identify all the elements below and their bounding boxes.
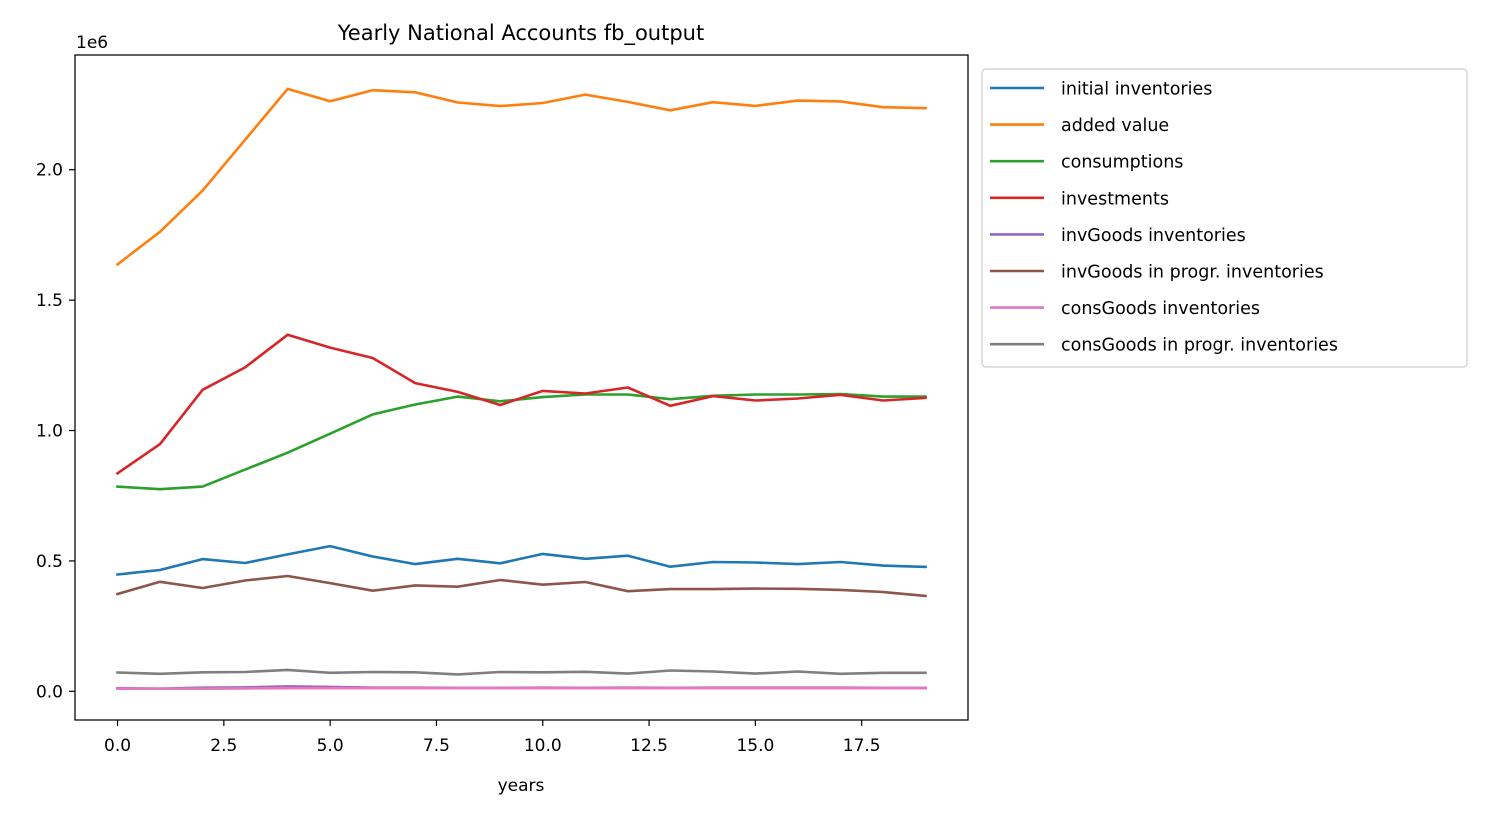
- series-line-invgoods-in-progr-inventories: [115, 574, 927, 598]
- series-layer: [115, 87, 927, 691]
- x-axis-label: years: [498, 776, 545, 796]
- y-tick-label: 1.0: [36, 422, 63, 442]
- legend-label-added-value: added value: [1061, 116, 1169, 136]
- y-tick-label: 0.0: [36, 682, 63, 702]
- x-tick-label: 2.5: [210, 736, 237, 756]
- y-tick-label: 2.0: [36, 161, 63, 181]
- legend-label-investments: investments: [1061, 189, 1169, 209]
- legend-label-invgoods-inventories: invGoods inventories: [1061, 226, 1246, 246]
- series-line-investments: [115, 333, 927, 476]
- y-tick-label: 0.5: [36, 552, 63, 572]
- legend-label-consumptions: consumptions: [1061, 153, 1183, 173]
- x-tick-label: 17.5: [843, 736, 881, 756]
- x-tick-label: 7.5: [423, 736, 450, 756]
- legend-label-invgoods-in-progr-inventories: invGoods in progr. inventories: [1061, 263, 1324, 283]
- y-scale-label: 1e6: [76, 33, 108, 53]
- series-line-added-value: [115, 87, 927, 267]
- x-axis-ticks: 0.0 2.5 5.0 7.5 10.0 12.5 15.0 17.5: [104, 720, 881, 756]
- legend-label-consgoods-inventories: consGoods inventories: [1061, 299, 1260, 319]
- series-line-initial-inventories: [116, 544, 927, 576]
- x-tick-label: 12.5: [630, 736, 668, 756]
- series-line-consgoods-in-progr-inventories: [116, 668, 927, 676]
- legend-items: initial inventories added value consumptio…: [990, 80, 1338, 356]
- chart-title: Yearly National Accounts fb_output: [337, 21, 704, 46]
- legend-frame: [981, 68, 1468, 368]
- x-tick-label: 10.0: [524, 736, 562, 756]
- legend-label-consgoods-in-progr-inventories: consGoods in progr. inventories: [1061, 336, 1338, 356]
- legend-label-initial-inventories: initial inventories: [1061, 80, 1212, 100]
- x-tick-label: 15.0: [736, 736, 774, 756]
- y-axis-ticks: 0.0 0.5 1.0 1.5 2.0: [36, 161, 75, 702]
- x-tick-label: 5.0: [317, 736, 344, 756]
- x-tick-label: 0.0: [104, 736, 131, 756]
- y-tick-label: 1.5: [36, 291, 63, 311]
- plot-area-frame: [74, 54, 969, 721]
- legend: initial inventories added value consumptio…: [981, 68, 1468, 368]
- series-line-consgoods-inventories: [116, 686, 927, 691]
